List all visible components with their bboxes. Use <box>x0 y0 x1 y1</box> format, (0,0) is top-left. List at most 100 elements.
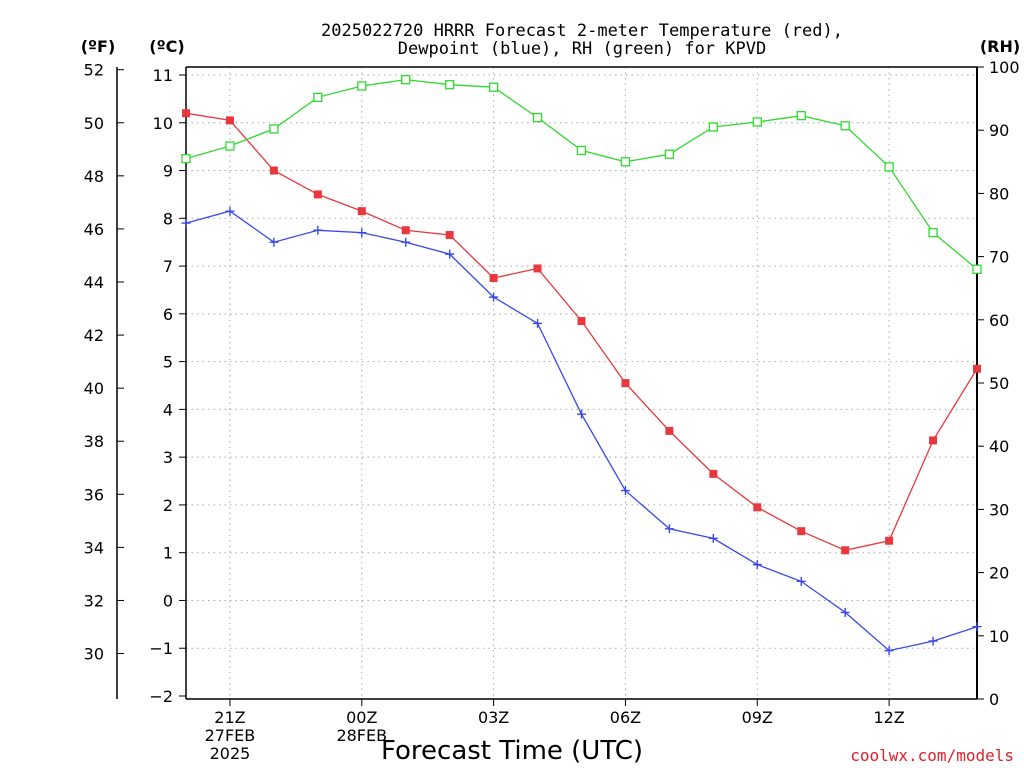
temperature-point <box>225 116 234 125</box>
x-tick-label: 2025 <box>210 744 251 763</box>
dewpoint-point <box>620 486 630 496</box>
rh-tick-label: 20 <box>989 564 1009 583</box>
chart-title-line-2: Dewpoint (blue), RH (green) for KPVD <box>398 39 766 59</box>
celsius-tick-label: 1 <box>163 544 173 563</box>
chart-title: 2025022720 HRRR Forecast 2-meter Tempera… <box>321 21 843 59</box>
rh-tick-label: 40 <box>989 437 1009 456</box>
rh-point <box>708 122 718 132</box>
temperature-point <box>929 436 938 445</box>
temperature-point <box>357 207 366 216</box>
x-tick-label: 06Z <box>610 708 641 727</box>
temperature-point <box>445 231 454 240</box>
fahrenheit-tick-label: 44 <box>84 273 104 292</box>
fahrenheit-tick-label: 42 <box>84 326 104 345</box>
dewpoint-point <box>752 560 762 570</box>
temperature-point <box>533 264 542 273</box>
dewpoint-line <box>185 210 978 652</box>
rh-tick-label: 30 <box>989 500 1009 519</box>
fahrenheit-tick-label: 46 <box>84 220 104 239</box>
temperature-line <box>185 112 978 551</box>
x-tick-label: 21Z <box>214 708 245 727</box>
grid-lines <box>186 67 977 699</box>
celsius-tick-label: 7 <box>163 257 173 276</box>
rh-point <box>269 124 279 134</box>
rh-tick-label: 50 <box>989 374 1009 393</box>
x-tick-label: 00Z <box>346 708 377 727</box>
dewpoint-point <box>269 237 279 247</box>
temperature-point <box>182 109 190 118</box>
rh-point <box>664 149 675 159</box>
celsius-tick-label: 5 <box>163 353 173 372</box>
celsius-tick-label: 3 <box>163 448 173 467</box>
credit-label: coolwx.com/models <box>850 746 1014 765</box>
temperature-point <box>489 274 498 283</box>
rh-tick-label: 0 <box>989 690 999 709</box>
rh-point <box>928 227 938 238</box>
rh-unit-label: (RH) <box>980 37 1020 56</box>
rh-point <box>313 92 323 102</box>
temperature-point <box>797 527 806 536</box>
temperature-point <box>401 226 410 235</box>
temperature-point <box>973 364 981 373</box>
rh-point <box>532 112 543 123</box>
dewpoint-point <box>181 218 191 228</box>
rh-line <box>185 78 978 270</box>
dewpoint-point <box>928 636 938 646</box>
temperature-point <box>753 503 762 512</box>
rh-tick-label: 100 <box>989 58 1020 77</box>
dewpoint-point <box>401 237 411 247</box>
dewpoint-point <box>577 409 586 419</box>
celsius-tick-label: 8 <box>163 209 173 228</box>
celsius-tick-label: −2 <box>149 687 173 706</box>
dewpoint-point <box>884 646 894 656</box>
data-series <box>181 74 982 656</box>
dewpoint-point <box>357 228 367 238</box>
temperature-point <box>577 317 586 326</box>
fahrenheit-tick-label: 50 <box>84 114 104 133</box>
dewpoint-point <box>489 292 499 302</box>
celsius-tick-label: −1 <box>149 639 173 658</box>
temperature-point <box>841 546 850 555</box>
fahrenheit-tick-label: 34 <box>84 538 104 557</box>
dewpoint-point <box>313 225 323 235</box>
dewpoint-point <box>708 533 718 543</box>
fahrenheit-tick-label: 36 <box>84 485 104 504</box>
temperature-point <box>885 536 894 545</box>
x-tick-label: 27FEB <box>205 726 256 745</box>
fahrenheit-tick-label: 30 <box>84 645 104 664</box>
rh-point <box>752 117 762 127</box>
rh-point <box>576 145 587 156</box>
chart-title-line-1: 2025022720 HRRR Forecast 2-meter Tempera… <box>321 21 843 41</box>
temperature-point <box>709 469 718 478</box>
rh-tick-label: 60 <box>989 311 1009 330</box>
dewpoint-point <box>972 622 982 632</box>
temperature-point <box>269 166 278 175</box>
x-tick-label: 28FEB <box>336 726 387 745</box>
x-tick-label: 09Z <box>742 708 773 727</box>
dewpoint-point <box>533 318 543 328</box>
rh-tick-label: 90 <box>989 121 1009 140</box>
fahrenheit-tick-label: 52 <box>84 61 104 80</box>
fahrenheit-unit-label: (ºF) <box>81 37 116 56</box>
dewpoint-point <box>445 249 455 259</box>
fahrenheit-tick-label: 48 <box>84 167 104 186</box>
rh-tick-label: 80 <box>989 184 1009 203</box>
dewpoint-point <box>796 576 806 586</box>
dewpoint-point <box>664 524 674 534</box>
rh-point <box>401 74 411 85</box>
temperature-point <box>621 379 630 388</box>
rh-point <box>225 141 235 151</box>
x-tick-label: 03Z <box>478 708 509 727</box>
celsius-tick-label: 10 <box>153 114 173 133</box>
rh-point <box>445 80 455 90</box>
celsius-tick-label: 9 <box>163 162 173 181</box>
rh-tick-label: 10 <box>989 627 1009 646</box>
celsius-tick-label: 11 <box>153 66 173 85</box>
dewpoint-point <box>840 607 850 617</box>
chart-axes <box>116 66 978 700</box>
celsius-tick-label: 6 <box>163 305 173 324</box>
celsius-tick-label: 4 <box>163 400 173 419</box>
axis-ticks: −2−1012345678910113032343638404244464850… <box>84 58 1020 763</box>
x-axis-label: Forecast Time (UTC) <box>381 736 643 766</box>
